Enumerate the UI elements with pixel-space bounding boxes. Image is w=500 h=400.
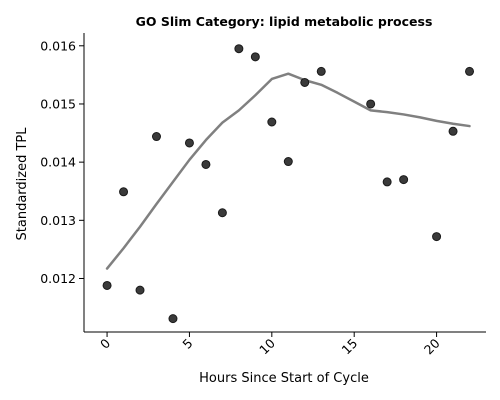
data-point — [102, 280, 112, 290]
plot-area: 0 5 10 15 20 0.012 0.013 0.014 0.015 0.016 — [40, 33, 486, 357]
x-tick-label: 5 — [179, 336, 195, 352]
y-tick-label: 0.015 — [40, 96, 76, 111]
y-axis-label: Standardized TPL — [15, 127, 30, 241]
x-axis-ticks: 0 5 10 15 20 — [97, 332, 443, 357]
trend-line — [105, 72, 471, 270]
data-point — [267, 117, 277, 127]
y-tick-label: 0.016 — [40, 38, 76, 53]
data-point — [250, 52, 260, 62]
y-tick-label: 0.014 — [40, 155, 76, 170]
x-tick-label: 0 — [97, 335, 113, 351]
data-point — [234, 44, 244, 54]
x-axis-label: Hours Since Start of Cycle — [199, 371, 369, 386]
chart-title: GO Slim Category: lipid metabolic proces… — [136, 14, 433, 29]
data-point — [283, 157, 293, 167]
data-point — [184, 138, 194, 148]
data-point — [168, 314, 178, 324]
data-point — [366, 99, 376, 109]
data-point — [465, 66, 475, 76]
data-point — [432, 232, 442, 242]
y-tick-label: 0.012 — [40, 271, 76, 286]
data-point — [448, 126, 458, 136]
data-point — [300, 77, 310, 87]
data-point — [382, 177, 392, 187]
data-point — [201, 159, 211, 169]
data-point — [135, 285, 145, 295]
data-point — [217, 208, 227, 218]
data-points — [102, 44, 475, 324]
data-point — [119, 187, 129, 197]
data-point — [151, 132, 161, 142]
x-tick-label: 20 — [421, 335, 443, 357]
data-point — [399, 175, 409, 185]
y-axis-ticks: 0.012 0.013 0.014 0.015 0.016 — [40, 38, 84, 286]
y-tick-label: 0.013 — [40, 213, 76, 228]
x-tick-label: 10 — [256, 335, 278, 357]
data-point — [316, 66, 326, 76]
x-tick-label: 15 — [338, 336, 360, 358]
